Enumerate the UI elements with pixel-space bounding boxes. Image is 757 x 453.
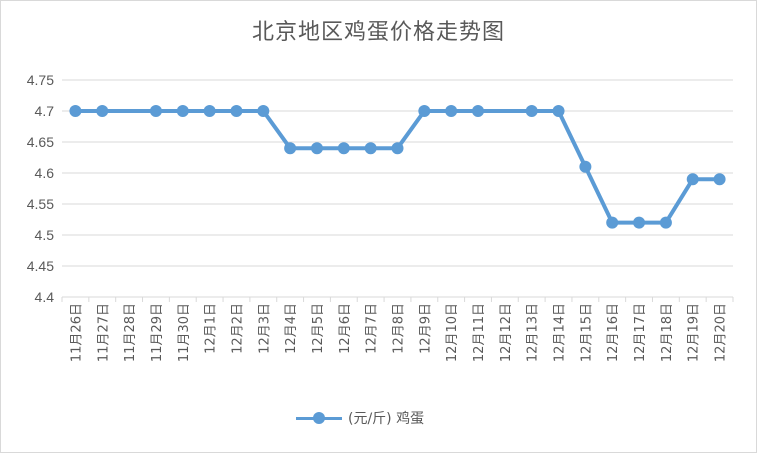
x-tick-label: 12月2日 [230,303,245,354]
x-tick-label: 12月18日 [660,303,675,362]
data-point [149,105,162,117]
x-tick-label: 12月19日 [687,303,702,362]
legend: (元/斤) 鸡蛋 [0,408,757,434]
data-point [579,160,592,173]
data-point [713,173,726,186]
data-point [445,105,458,117]
y-tick-label: 4.45 [27,258,54,274]
data-point [337,142,350,155]
data-point [310,142,323,155]
x-tick-label: 12月11日 [472,303,487,362]
series-line [75,109,720,225]
y-tick-label: 4.65 [27,134,54,150]
x-tick-label: 11月30日 [177,303,192,362]
data-point [284,142,297,155]
legend-label: (元/斤) 鸡蛋 [348,411,425,427]
legend-marker [296,411,342,424]
x-tick-label: 12月17日 [633,303,648,362]
x-tick-label: 11月29日 [150,303,165,362]
x-tick-label: 12月7日 [365,303,380,354]
data-point [472,105,485,117]
x-tick-label: 12月14日 [553,303,568,362]
data-point [96,105,109,117]
y-tick-label: 4.75 [27,72,54,88]
y-tick-label: 4.5 [35,227,55,243]
y-tick-label: 4.55 [27,196,54,212]
chart-title: 北京地区鸡蛋价格走势图 [251,20,505,45]
x-tick-label: 12月10日 [445,303,460,362]
x-tick-label: 11月28日 [123,303,138,362]
data-point [257,105,270,117]
data-point [659,216,672,229]
x-tick-label: 12月13日 [526,303,541,362]
x-tick-label: 12月15日 [579,303,594,362]
x-tick-label: 12月1日 [204,303,219,354]
data-point [230,105,243,117]
data-point [686,173,699,186]
x-tick-label: 12月3日 [257,303,272,354]
x-tick-label: 12月12日 [499,303,514,362]
x-tick-label: 12月5日 [311,303,326,354]
x-tick-label: 12月20日 [714,303,729,362]
data-point [69,105,82,117]
data-point [606,216,619,229]
data-point [552,105,565,117]
data-point [525,105,538,117]
data-point [364,142,377,155]
x-tick-label: 11月26日 [69,303,84,362]
x-tick-label: 12月6日 [338,303,353,354]
data-point [176,105,189,117]
data-point [203,105,216,117]
x-tick-label: 12月16日 [606,303,621,362]
y-tick-label: 4.6 [35,165,55,181]
x-tick-label: 12月8日 [392,303,407,354]
x-tick-label: 12月9日 [418,303,433,354]
y-tick-label: 4.7 [35,103,55,119]
data-point [633,216,646,229]
data-point [418,105,431,117]
data-point [391,142,404,155]
x-tick-label: 11月27日 [96,303,111,362]
x-tick-label: 12月4日 [284,303,299,354]
y-tick-label: 4.4 [35,289,55,305]
